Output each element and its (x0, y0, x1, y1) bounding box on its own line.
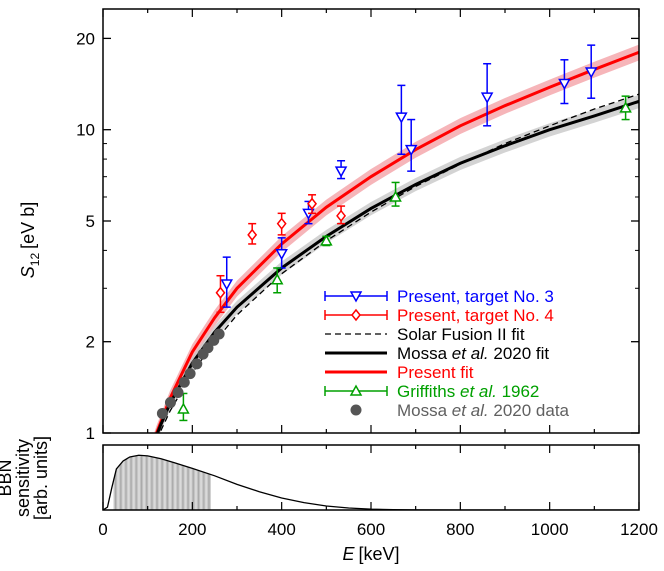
mossa-et-al-2020-data-point (172, 386, 184, 398)
mossa-et-al-2020-fit-line (155, 99, 639, 433)
mossa-et-al-2020-data-point (202, 342, 214, 354)
fit-lines (155, 50, 639, 433)
present-target-no-4-point (247, 228, 258, 242)
present-fit-band (154, 44, 639, 433)
sensitivity-ylabel: BBN sensitivity [arb. units] (0, 436, 51, 520)
legend-entry-label: Mossa et al. 2020 data (397, 401, 570, 420)
legend-label-part: et al. (452, 401, 489, 420)
present-target-no-3-point (395, 112, 408, 124)
legend-label-part: et al. (452, 344, 489, 363)
mossa-et-al-2020-data-point (213, 328, 225, 340)
present-target-no-4-point (215, 286, 226, 299)
sensitivity-curve (103, 454, 639, 510)
x-axis-ticks: 0 200 400 600 800 1000 1200 (98, 445, 658, 539)
griffiths-et-al-1962-point (619, 101, 632, 113)
present-target-no-4-point (336, 209, 347, 223)
mossa-et-al-2020-data-point (164, 397, 176, 409)
present-target-no-3-point (334, 166, 348, 178)
y-tick-label: 20 (76, 29, 95, 48)
griffiths-et-al-1962-point (177, 402, 190, 414)
legend-label-part: Mossa (397, 344, 452, 363)
uncertainty-bands (154, 44, 639, 433)
legend-entry-label: Griffiths et al. 1962 (397, 382, 539, 401)
legend-label-part: Griffiths (397, 382, 460, 401)
present-target-no-4-point (307, 197, 318, 210)
mossa-et-al-2020-data-point (178, 376, 190, 388)
legend-marker (350, 404, 362, 416)
x-tick-label: 200 (178, 520, 206, 539)
present-target-no-3-point (275, 248, 288, 261)
main-ticks: 1 2 5 10 20 (76, 9, 640, 443)
present-target-no-3-point (558, 78, 571, 91)
legend-label-part: 1962 (497, 382, 540, 401)
present-target-no-4-point (276, 217, 287, 230)
sensitivity-chart: 0 200 400 600 800 1000 1200 BBN sensitivity [a… (0, 436, 658, 564)
mossa-et-al-2020-data-point (156, 407, 168, 419)
legend-marker (349, 291, 363, 303)
griffiths-et-al-1962-point (270, 273, 284, 285)
legend-entry-label: Present, target No. 4 (397, 306, 554, 325)
sens-line-3: [arb. units] (31, 436, 51, 520)
legend-entry-label: Mossa et al. 2020 fit (397, 344, 549, 363)
legend-entry-label: Present fit (397, 363, 474, 382)
sens-line-1: BBN (0, 459, 15, 496)
x-tick-label: 800 (446, 520, 474, 539)
mossa-et-al-2020-data-point (191, 358, 203, 370)
y-tick-label: 10 (76, 121, 95, 140)
mossa-et-al-2020-data-point (184, 368, 196, 380)
x-tick-label: 600 (357, 520, 385, 539)
present-fit-line (155, 50, 639, 433)
griffiths-et-al-1962-point (389, 190, 402, 202)
x-tick-label: 0 (98, 520, 107, 539)
x-tick-label: 1000 (531, 520, 569, 539)
y-tick-label: 1 (86, 424, 95, 443)
legend-label-part: et al. (460, 382, 497, 401)
legend-label-part: 2020 fit (489, 344, 550, 363)
present-target-no-3-point (404, 144, 418, 157)
griffiths-et-al-1962-point (320, 234, 333, 246)
y-axis-label: S12[eV b] (18, 202, 42, 278)
legend-entry-label: Solar Fusion II fit (397, 325, 525, 344)
present-target-no-3-point (480, 92, 494, 104)
legend-entry-label: Present, target No. 3 (397, 287, 554, 306)
mossa-et-al-2020-fit-band (155, 94, 639, 433)
present-target-no-3-point (220, 279, 234, 291)
x-tick-label: 400 (267, 520, 295, 539)
legend-label-part: 2020 data (489, 401, 570, 420)
legend-label-part: Mossa (397, 401, 452, 420)
legend-marker (351, 308, 361, 322)
data-points (156, 44, 632, 422)
sens-line-2: sensitivity (13, 439, 33, 517)
x-tick-label: 1200 (620, 520, 658, 539)
x-axis-label: E [keV] (342, 544, 399, 564)
legend-marker (349, 384, 363, 396)
y-tick-label: 2 (86, 333, 95, 352)
present-target-no-3-point (584, 67, 598, 79)
y-tick-label: 5 (86, 212, 95, 231)
